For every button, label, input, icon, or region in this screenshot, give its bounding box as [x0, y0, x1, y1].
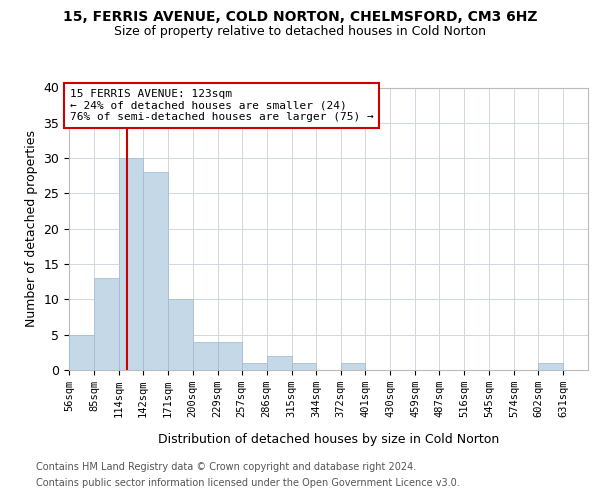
Bar — [69, 334, 94, 370]
Bar — [143, 172, 168, 370]
Bar — [538, 363, 563, 370]
Bar — [218, 342, 242, 370]
Text: Contains public sector information licensed under the Open Government Licence v3: Contains public sector information licen… — [36, 478, 460, 488]
Bar — [119, 158, 143, 370]
Bar — [292, 363, 316, 370]
Text: 15, FERRIS AVENUE, COLD NORTON, CHELMSFORD, CM3 6HZ: 15, FERRIS AVENUE, COLD NORTON, CHELMSFO… — [63, 10, 537, 24]
Text: Distribution of detached houses by size in Cold Norton: Distribution of detached houses by size … — [158, 432, 499, 446]
Bar — [168, 300, 193, 370]
Bar — [266, 356, 292, 370]
Bar — [193, 342, 218, 370]
Y-axis label: Number of detached properties: Number of detached properties — [25, 130, 38, 327]
Bar — [242, 363, 266, 370]
Text: 15 FERRIS AVENUE: 123sqm
← 24% of detached houses are smaller (24)
76% of semi-d: 15 FERRIS AVENUE: 123sqm ← 24% of detach… — [70, 89, 374, 122]
Bar — [341, 363, 365, 370]
Text: Contains HM Land Registry data © Crown copyright and database right 2024.: Contains HM Land Registry data © Crown c… — [36, 462, 416, 472]
Text: Size of property relative to detached houses in Cold Norton: Size of property relative to detached ho… — [114, 25, 486, 38]
Bar — [94, 278, 119, 370]
